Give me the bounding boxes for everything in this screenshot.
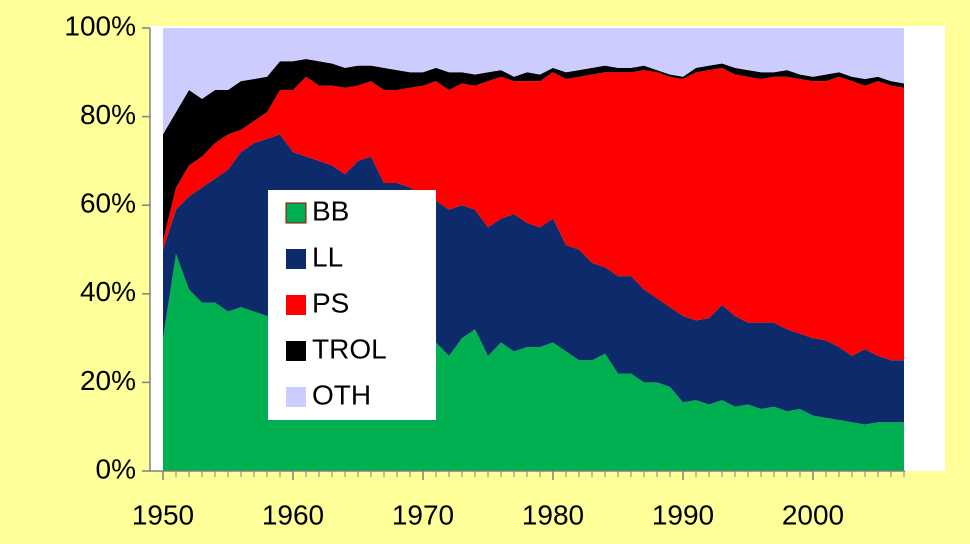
y-tick-label: 100% xyxy=(64,10,136,41)
y-tick-label: 40% xyxy=(80,276,136,307)
legend-swatch xyxy=(286,249,306,269)
area xyxy=(163,59,904,241)
x-tick-label: 2000 xyxy=(782,499,844,530)
area xyxy=(163,67,904,361)
legend-swatch xyxy=(285,202,307,224)
x-tick-label: 1990 xyxy=(652,499,714,530)
y-tick-label: 60% xyxy=(80,188,136,219)
area xyxy=(163,28,904,135)
x-tick-label: 1980 xyxy=(522,499,584,530)
legend-swatch xyxy=(286,387,306,407)
legend-label: TROL xyxy=(312,333,387,364)
legend-swatch xyxy=(286,341,306,361)
legend-label: BB xyxy=(312,195,349,226)
legend-label: OTH xyxy=(312,379,371,410)
y-tick-label: 20% xyxy=(80,365,136,396)
legend-label: PS xyxy=(312,287,349,318)
x-tick-label: 1950 xyxy=(132,499,194,530)
legend-swatch xyxy=(286,295,306,315)
y-tick-label: 0% xyxy=(96,453,136,484)
legend-label: LL xyxy=(312,241,343,272)
y-tick-label: 80% xyxy=(80,99,136,130)
x-tick-label: 1970 xyxy=(392,499,454,530)
x-tick-label: 1960 xyxy=(262,499,324,530)
